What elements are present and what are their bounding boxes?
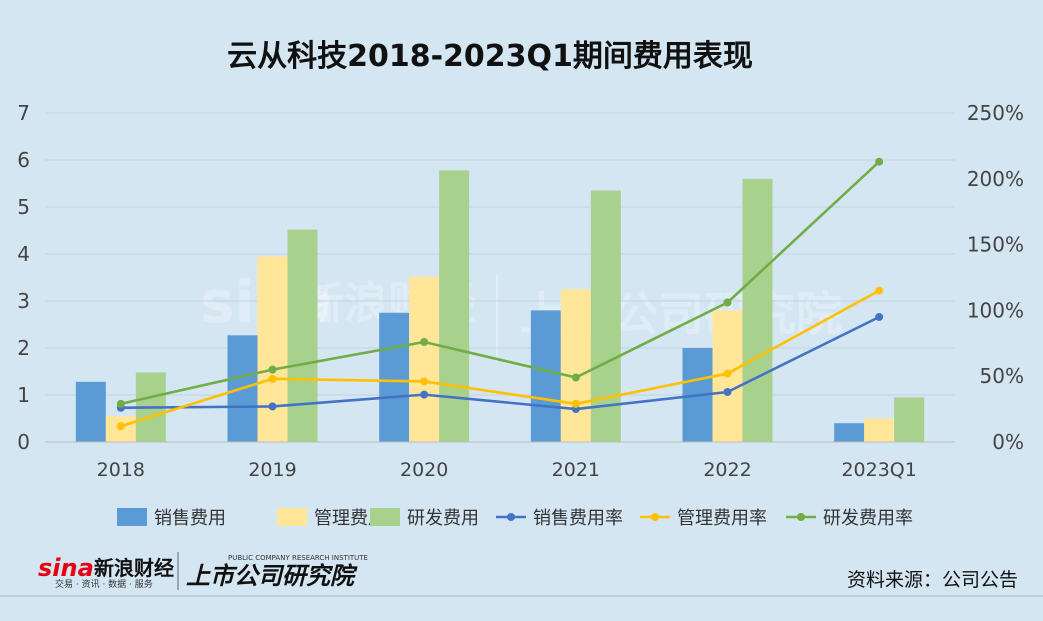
bar [287, 229, 318, 442]
line-point [875, 157, 884, 166]
line-point [420, 377, 429, 386]
bar [742, 178, 773, 443]
bar [894, 397, 925, 442]
y-left-tick-label: 5 [17, 195, 30, 219]
line-point [116, 399, 125, 408]
y-left-tick-label: 6 [17, 148, 30, 172]
y-right-tick-label: 50% [980, 364, 1024, 388]
legend-swatch [277, 508, 307, 526]
series-line [120, 289, 880, 428]
x-tick-label: 2020 [400, 459, 448, 481]
line-point [875, 286, 884, 295]
x-tick-label: 2021 [552, 459, 600, 481]
legend-label: 研发费用 [407, 508, 479, 529]
chart-title: 云从科技2018-2023Q1期间费用表现 [227, 39, 753, 74]
legend: 销售费用 管理费用 研发费用 销售费用率 管理费用率 研发费用率 [117, 508, 913, 529]
line-point [268, 402, 277, 411]
x-tick-label: 2018 [97, 459, 145, 481]
line-point [420, 390, 429, 399]
legend-label: 管理费用 [314, 508, 386, 529]
bar [864, 418, 895, 442]
x-tick-label: 2023Q1 [841, 459, 916, 481]
y-right-tick-label: 150% [967, 233, 1024, 257]
legend-marker [651, 513, 659, 521]
y-axis-left: 0 1 2 3 4 5 6 7 [17, 101, 30, 454]
line-point [268, 374, 277, 383]
bar [379, 312, 410, 442]
line-point [420, 337, 429, 346]
sina-tagline: 交易 · 资讯 · 数据 · 服务 [55, 578, 153, 590]
lines [116, 157, 884, 431]
footer-logos: sina 新浪财经 交易 · 资讯 · 数据 · 服务 PUBLIC COMPA… [38, 552, 368, 590]
sina-logo: sina [38, 554, 94, 582]
legend-label: 管理费用率 [677, 508, 767, 529]
line-point [116, 422, 125, 431]
series-line [120, 315, 880, 411]
bar [439, 170, 470, 442]
bar [409, 276, 440, 442]
y-left-tick-label: 7 [17, 101, 30, 125]
y-right-tick-label: 0% [992, 430, 1024, 454]
y-axis-right: 0% 50% 100% 150% 200% 250% [967, 101, 1024, 454]
series-line [120, 160, 881, 406]
institute-en: PUBLIC COMPANY RESEARCH INSTITUTE [228, 554, 368, 562]
bar [530, 310, 561, 442]
y-right-tick-label: 100% [967, 298, 1024, 322]
x-tick-label: 2019 [248, 459, 296, 481]
y-right-tick-label: 200% [967, 167, 1024, 191]
legend-label: 研发费用率 [823, 508, 913, 529]
line-point [875, 312, 884, 321]
legend-swatch [117, 508, 147, 526]
legend-marker [507, 513, 515, 521]
institute-logo: 上市公司研究院 [186, 562, 358, 590]
y-left-tick-label: 0 [17, 430, 30, 454]
line-point [723, 369, 732, 378]
bar [257, 256, 288, 442]
gridlines [45, 112, 955, 396]
y-left-tick-label: 2 [17, 336, 30, 360]
legend-marker [797, 513, 805, 521]
y-left-tick-label: 4 [17, 242, 30, 266]
legend-label: 销售费用 [154, 508, 226, 529]
x-axis: 2018 2019 2020 2021 2022 2023Q1 [45, 441, 955, 481]
line-point [571, 373, 580, 382]
line-point [571, 399, 580, 408]
bar [75, 381, 106, 442]
line-point [268, 365, 277, 374]
y-left-tick-label: 1 [17, 383, 30, 407]
y-left-tick-label: 3 [17, 289, 30, 313]
sina-name: 新浪财经 [94, 556, 174, 580]
y-right-tick-label: 250% [967, 101, 1024, 125]
bar [834, 423, 865, 442]
legend-swatch [370, 508, 400, 526]
source-note: 资料来源：公司公告 [847, 569, 1018, 591]
bar [560, 289, 591, 442]
legend-label: 销售费用率 [533, 508, 623, 529]
line-point [723, 387, 732, 396]
line-point [723, 298, 732, 307]
x-tick-label: 2022 [703, 459, 751, 481]
